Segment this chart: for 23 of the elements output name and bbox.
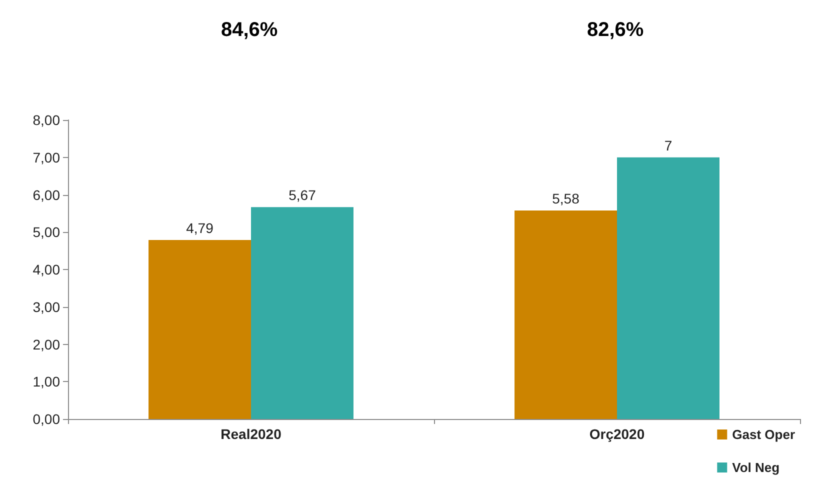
bar [251,207,354,419]
y-tick-label: 3,00 [32,298,60,315]
data-label: 7 [664,137,672,154]
y-tick-label: 4,00 [32,262,60,278]
bar [514,210,617,419]
data-label: 5,67 [288,187,316,204]
data-label: 4,79 [186,220,214,236]
y-tick-label: 8,00 [32,112,60,128]
legend-label: Vol Neg [732,460,780,475]
legend-label: Gast Oper [732,427,796,442]
y-tick-label: 5,00 [32,224,60,240]
y-tick-label: 1,00 [32,374,60,390]
y-tick-label: 0,00 [32,411,60,427]
x-tick-label: Orç2020 [589,426,645,442]
text: 82,6% [587,19,644,41]
y-tick-label: 6,00 [32,186,60,203]
y-tick-label: 7,00 [32,149,60,166]
x-tick-label: Real2020 [220,426,282,442]
data-label: 5,58 [552,190,580,206]
text: 84,6% [221,19,278,41]
bar [148,240,251,419]
bar [617,157,720,419]
y-tick-label: 2,00 [32,336,60,352]
